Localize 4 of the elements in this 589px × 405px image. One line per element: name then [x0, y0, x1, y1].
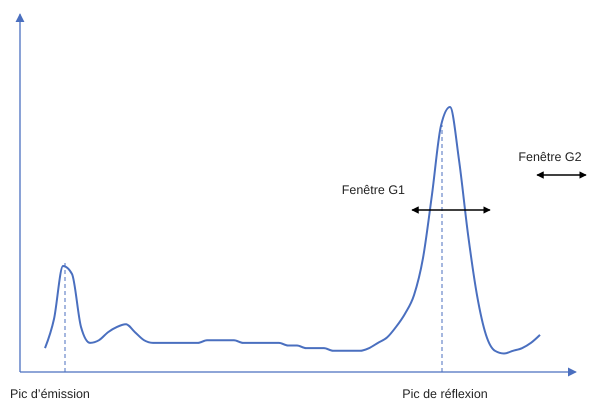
text: Pic d’émission [10, 387, 90, 401]
text: Pic de réflexion [402, 387, 488, 401]
annotation: Fenêtre G2 [518, 150, 582, 164]
annotation: Fenêtre G1 [342, 183, 406, 197]
